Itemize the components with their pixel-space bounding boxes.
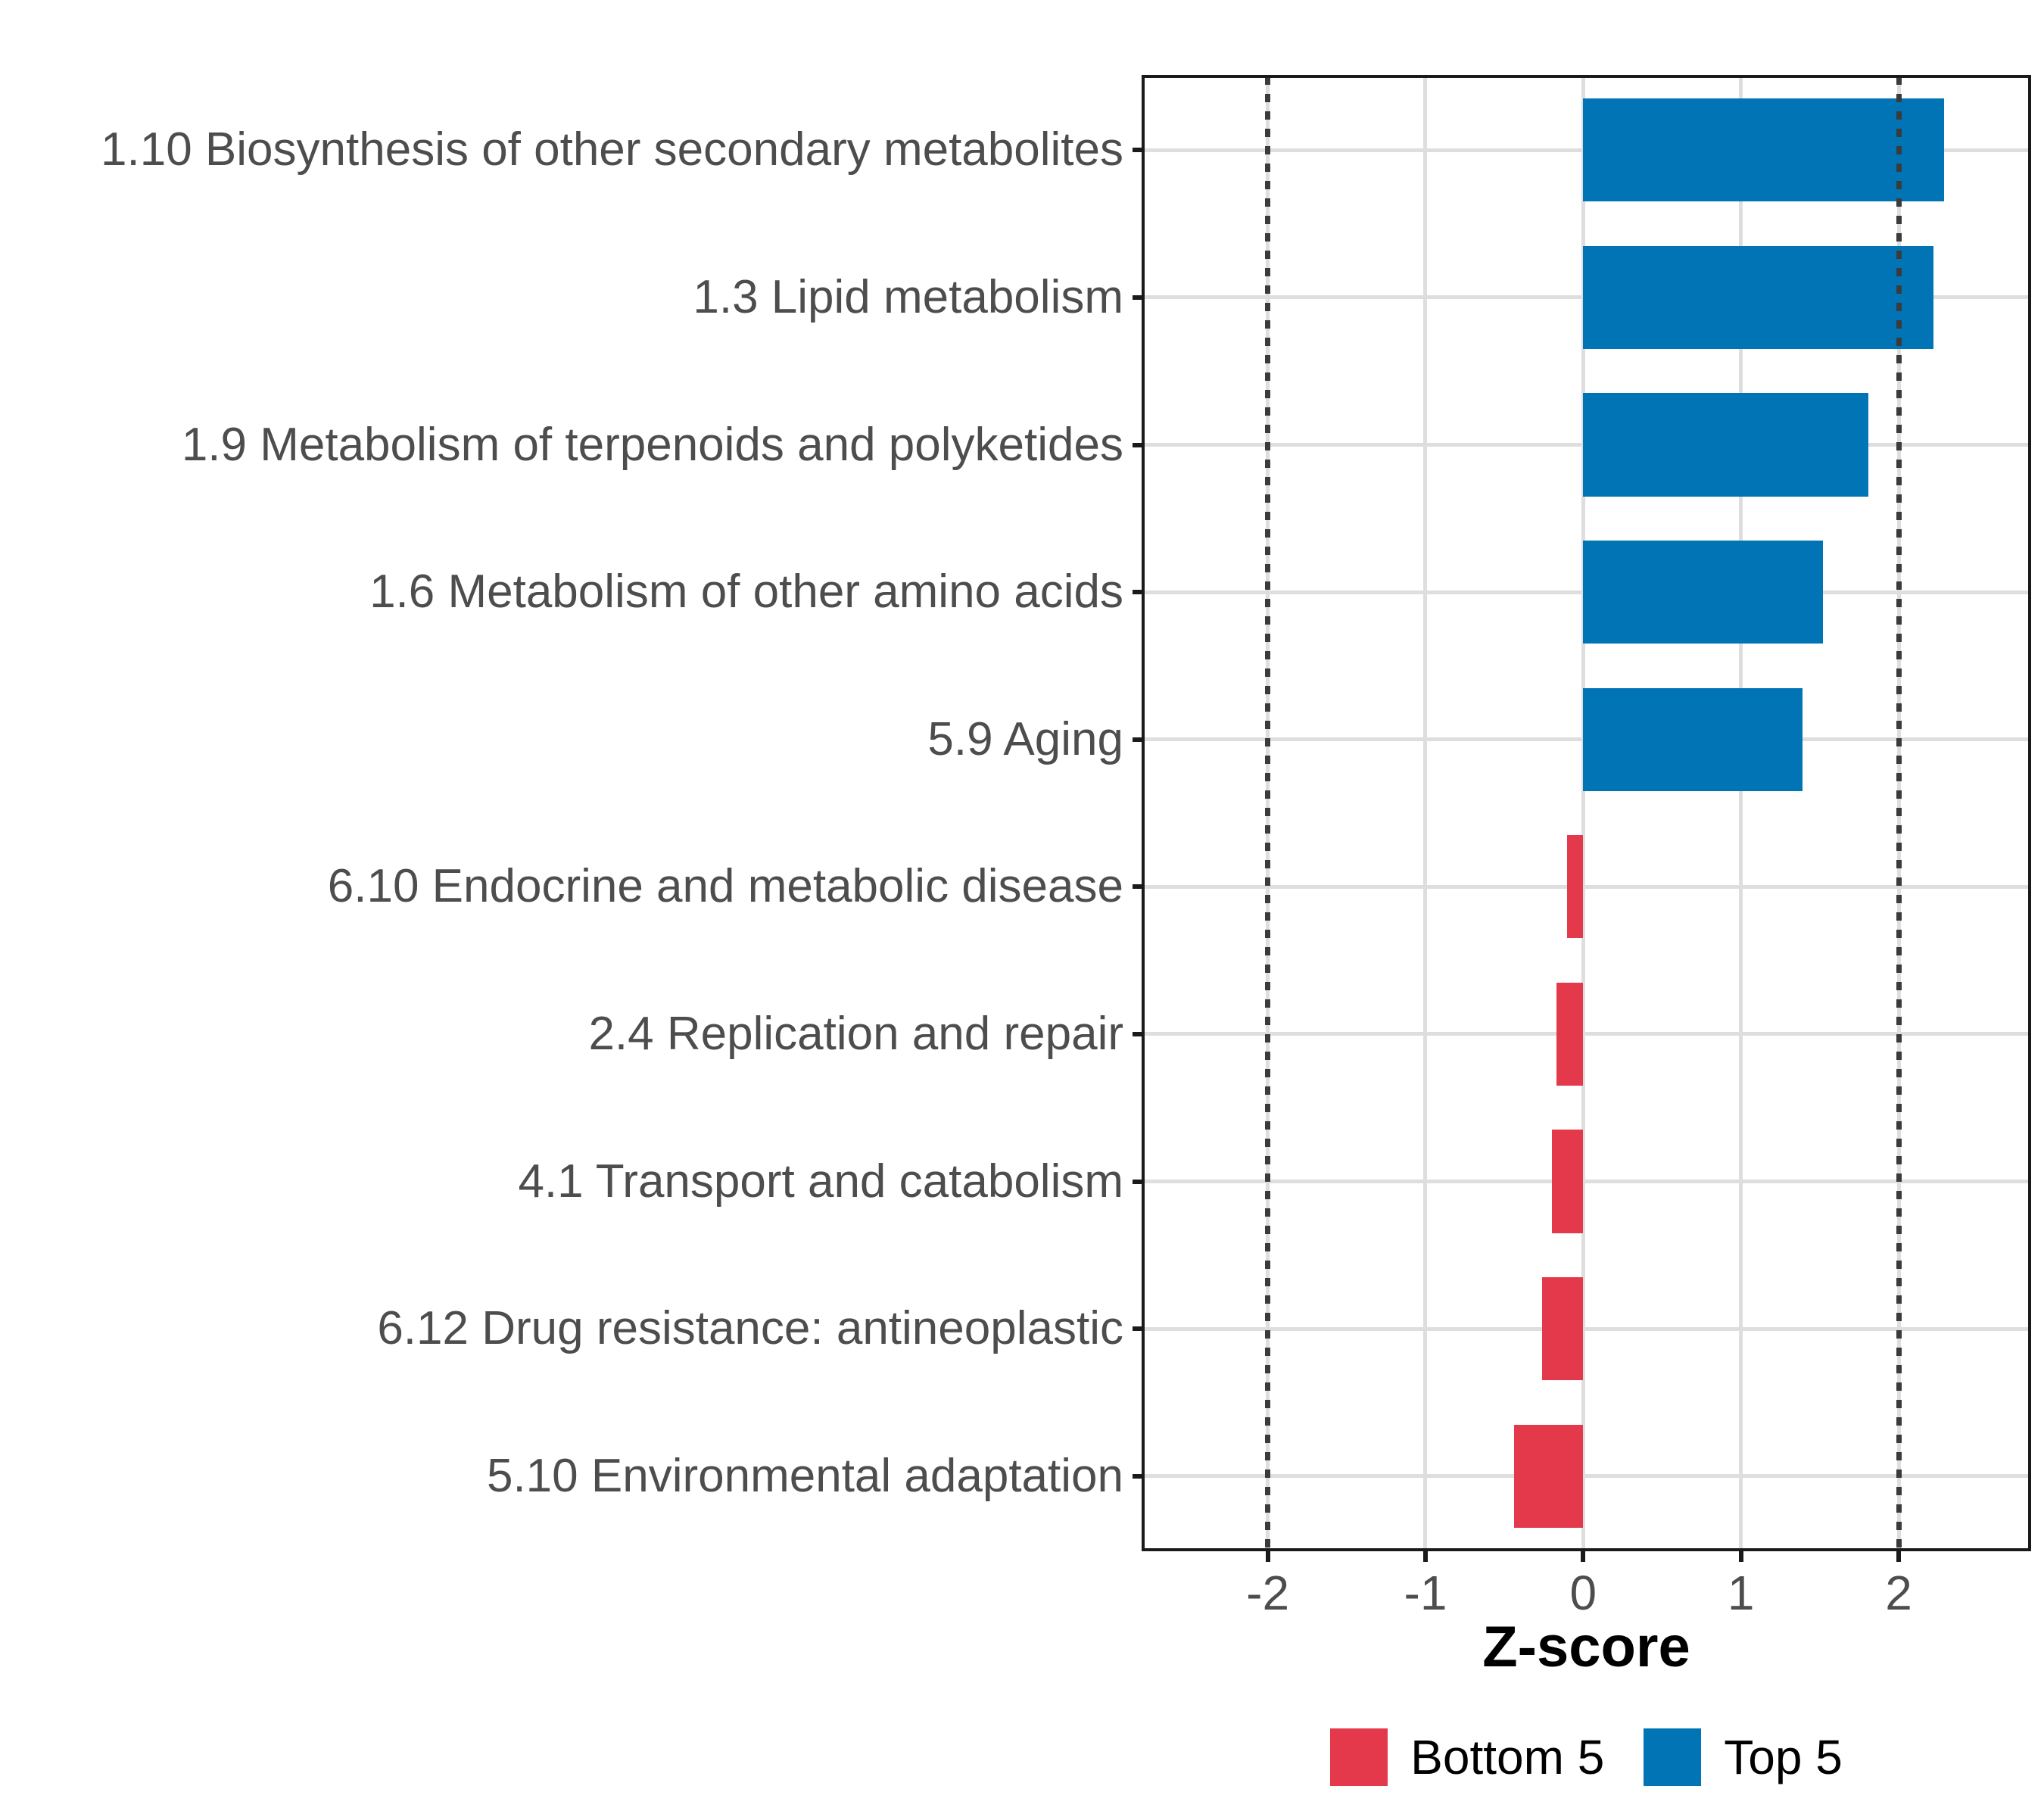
y-tick-mark [1133,1473,1143,1479]
dotted-reference-line [1896,76,1902,1550]
y-tick-mark [1133,1031,1143,1036]
x-tick-mark [1422,1551,1428,1562]
y-tick-mark [1133,442,1143,447]
y-axis-label: 1.9 Metabolism of terpenoids and polyket… [181,418,1123,471]
y-tick-mark [1133,295,1143,300]
legend-item-bottom5: Bottom 5 [1330,1728,1604,1786]
gridline-vertical [1739,76,1743,1550]
x-tick-label: 1 [1727,1566,1755,1620]
y-tick-mark [1133,1326,1143,1332]
gridline-horizontal [1143,1326,2030,1331]
y-axis-labels: 1.10 Biosynthesis of other secondary met… [0,76,1123,1550]
y-tick-mark [1133,737,1143,742]
bar-bottom5 [1542,1276,1584,1381]
y-axis-label: 1.6 Metabolism of other amino acids [369,566,1123,619]
gridline-vertical [1581,76,1585,1550]
y-tick-mark [1133,590,1143,595]
y-axis-label: 2.4 Replication and repair [588,1007,1123,1060]
bar-top5 [1583,540,1824,644]
x-tick-mark [1738,1551,1743,1562]
bar-top5 [1583,98,1945,202]
bar-top5 [1583,393,1869,497]
y-axis-label: 6.12 Drug resistance: antineoplastic [377,1302,1123,1355]
gridline-horizontal [1143,1474,2030,1479]
bar-top5 [1583,687,1803,791]
y-tick-mark [1133,884,1143,890]
x-tick-mark [1265,1551,1270,1562]
bar-bottom5 [1567,835,1584,939]
x-tick-mark [1581,1551,1586,1562]
x-tick-label: 2 [1885,1566,1912,1620]
y-axis-label: 5.10 Environmental adaptation [486,1449,1123,1502]
gridline-vertical [1423,76,1428,1550]
plot-panel [1143,76,2030,1550]
bar-top5 [1583,245,1933,349]
gridline-horizontal [1143,884,2030,889]
y-axis-label: 1.10 Biosynthesis of other secondary met… [101,123,1123,176]
y-tick-mark [1133,148,1143,153]
y-axis-label: 4.1 Transport and catabolism [518,1155,1123,1208]
legend-item-top5: Top 5 [1644,1728,1843,1786]
y-axis-label: 1.3 Lipid metabolism [693,270,1123,323]
bar-bottom5 [1556,982,1584,1086]
x-tick-label: -1 [1404,1566,1447,1620]
bar-bottom5 [1513,1424,1584,1528]
legend-swatch-bottom5 [1330,1728,1388,1786]
dotted-reference-line [1265,76,1271,1550]
x-tick-label: -2 [1246,1566,1290,1620]
gridline-horizontal [1143,1180,2030,1183]
y-tick-mark [1133,1179,1143,1184]
x-axis-title: Z-score [1482,1615,1690,1679]
legend-swatch-top5 [1644,1728,1702,1786]
legend: Bottom 5 Top 5 [1143,1728,2030,1786]
x-tick-label: 0 [1569,1566,1597,1620]
legend-label-top5: Top 5 [1724,1730,1843,1784]
bar-bottom5 [1551,1130,1584,1233]
y-axis-label: 5.9 Aging [927,712,1123,765]
y-axis-label: 6.10 Endocrine and metabolic disease [327,860,1123,913]
x-tick-mark [1896,1551,1902,1562]
legend-label-bottom5: Bottom 5 [1410,1730,1605,1784]
gridline-horizontal [1143,1032,2030,1036]
